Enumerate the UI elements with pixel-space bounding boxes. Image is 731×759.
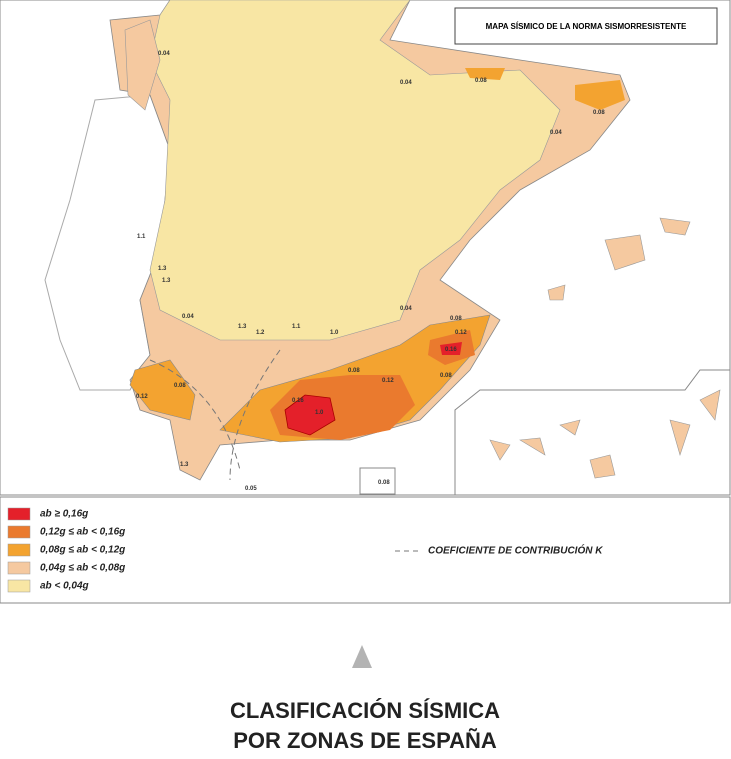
legend-swatch [7, 507, 31, 521]
contour-label: 1.2 [256, 330, 265, 336]
contour-label: 0.08 [475, 78, 487, 84]
contour-label: 0.04 [400, 306, 412, 312]
legend-swatch [7, 525, 31, 539]
legend-swatch [7, 543, 31, 557]
contour-label: 0.04 [182, 314, 194, 320]
galicia-zone [124, 19, 161, 111]
contour-label: 0.12 [455, 330, 467, 336]
legend-label: 0,12g ≤ ab < 0,16g [40, 527, 125, 538]
mid-zone-ne [575, 80, 625, 110]
contour-label: 0.08 [348, 368, 360, 374]
legend-label: 0,04g ≤ ab < 0,08g [40, 563, 125, 574]
contour-label: 1.0 [330, 330, 339, 336]
mid-zone-west [129, 359, 196, 421]
legend-label: 0,08g ≤ ab < 0,12g [40, 545, 125, 556]
low-zone [149, 0, 561, 341]
contour-label: 1.1 [137, 234, 146, 240]
contour-label: 0.04 [400, 80, 412, 86]
contour-label: 0.12 [136, 394, 148, 400]
legend-label: ab < 0,04g [40, 581, 89, 592]
balearic-islands [547, 217, 691, 301]
caption-line: CLASIFICACIÓN SÍSMICA [230, 698, 500, 723]
legend-swatch [7, 579, 31, 593]
contour-label: 0.12 [382, 378, 394, 384]
contour-label: 0.08 [440, 373, 452, 379]
ceuta-inset [359, 467, 396, 495]
title-box [454, 7, 718, 45]
contour-label: 1.3 [158, 266, 167, 272]
k-lines [149, 349, 281, 481]
canary-islands [489, 389, 721, 479]
contour-label: 0.08 [593, 110, 605, 116]
arrow-up [352, 645, 372, 668]
contour-label: 0.04 [550, 130, 562, 136]
top-zone [284, 394, 336, 436]
contour-label: 0.16 [292, 398, 304, 404]
contour-label: 1.3 [180, 462, 189, 468]
contour-label: 0.08 [378, 480, 390, 486]
mid-zone-n [465, 68, 505, 80]
contour-label: 1.3 [162, 278, 171, 284]
k-label: COEFICIENTE DE CONTRIBUCIÓN K [428, 544, 603, 557]
top-zone-east [440, 342, 462, 355]
caption-line: POR ZONAS DE ESPAÑA [233, 728, 497, 753]
contour-label: 1.1 [292, 324, 301, 330]
map-title: MAPA SÍSMICO DE LA NORMA SISMORRESISTENT… [486, 22, 687, 31]
contour-label: 1.3 [238, 324, 247, 330]
contour-label: 0.05 [245, 486, 257, 492]
legend-swatch [7, 561, 31, 575]
contour-label: 0.08 [450, 316, 462, 322]
contour-label: 0.04 [158, 51, 170, 57]
canary-inset [454, 369, 730, 495]
contour-label: 0.08 [174, 383, 186, 389]
contour-label: 0.16 [445, 347, 457, 353]
legend-label: ab ≥ 0,16g [40, 509, 88, 520]
legend-box [0, 496, 731, 604]
contour-label: 1.0 [315, 410, 324, 416]
